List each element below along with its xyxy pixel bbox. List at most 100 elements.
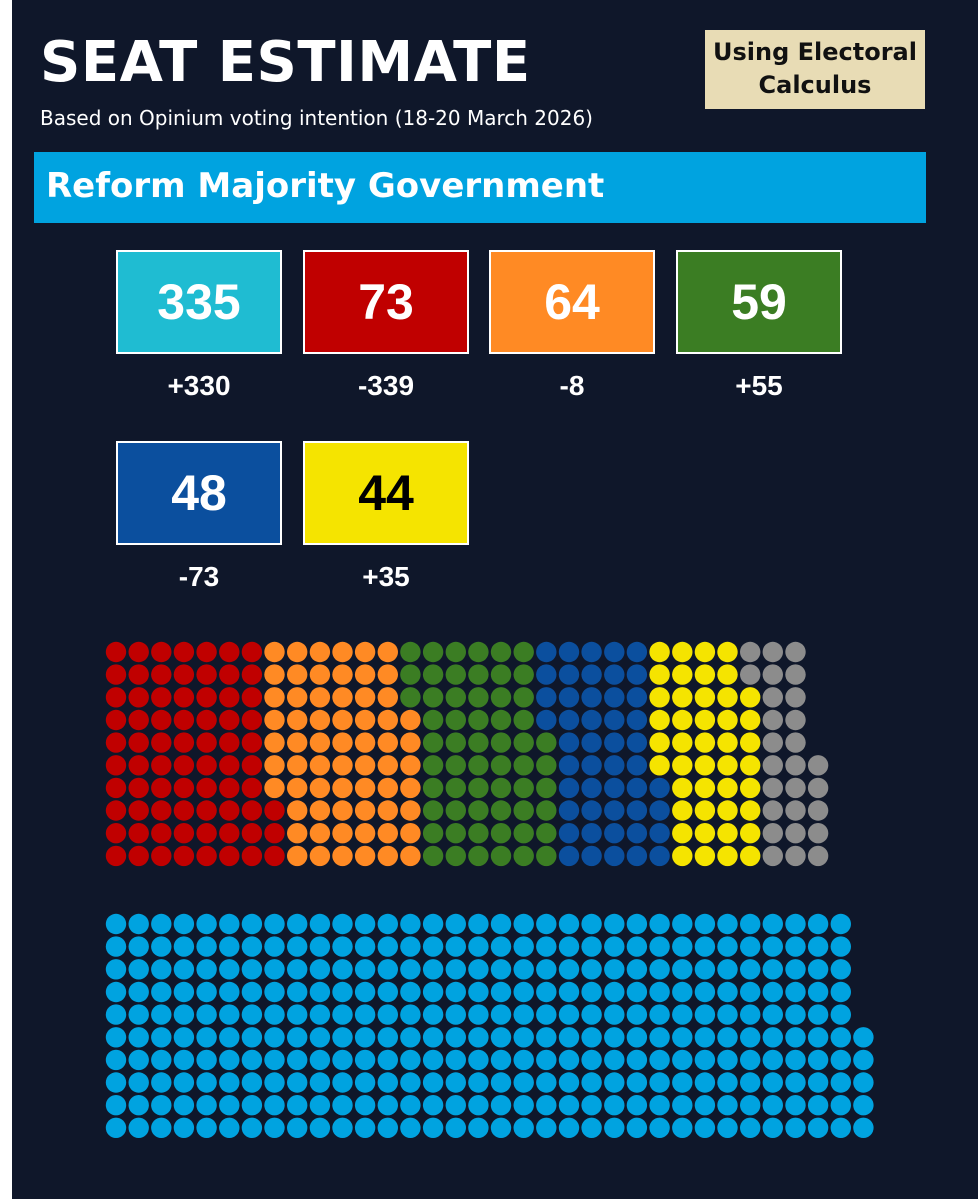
seat-dot-reform: [264, 981, 285, 1003]
seat-dot-reform: [694, 959, 716, 980]
seat-dot-reform: [762, 1117, 783, 1139]
seat-dot-reform: [830, 1072, 851, 1093]
seat-dot-reform: [241, 1095, 263, 1116]
seat-dot-green: [422, 687, 444, 708]
seat-dot-labour: [173, 823, 195, 844]
seat-dot-green: [490, 709, 512, 731]
seat-dot-labour: [128, 845, 149, 867]
seat-dot-reform: [717, 936, 738, 957]
seat-dot-reform: [332, 913, 353, 935]
seat-dot-reform: [807, 1049, 829, 1071]
seat-dot-labour: [151, 800, 172, 821]
seat-dot-reform: [400, 981, 421, 1003]
seat-dot-reform: [558, 1117, 580, 1139]
seat-dot-libdem: [309, 641, 331, 663]
seat-dot-labour: [128, 777, 149, 799]
seat-dot-conservative: [558, 687, 580, 708]
seat-dot-reform: [400, 1049, 421, 1071]
seat-dot-reform: [513, 936, 534, 957]
seat-dot-labour: [241, 641, 263, 663]
seat-dot-reform: [219, 936, 240, 957]
seat-dot-reform: [490, 1049, 512, 1071]
seat-dot-reform: [151, 959, 172, 980]
seat-dot-labour: [219, 687, 240, 708]
seat-dot-libdem: [377, 800, 398, 821]
seat-dot-snp: [649, 687, 670, 708]
seat-dot-conservative: [581, 664, 602, 685]
seat-dot-reform: [287, 1072, 308, 1093]
seat-dot-reform: [626, 1117, 648, 1139]
seat-dot-labour: [128, 800, 149, 821]
seat-dot-snp: [717, 777, 738, 799]
seat-dot-reform: [105, 1072, 127, 1093]
seat-dot-libdem: [287, 687, 308, 708]
seat-dot-reform: [649, 1049, 670, 1071]
seat-dot-libdem: [377, 732, 398, 753]
seat-dot-reform: [196, 1004, 217, 1025]
seat-dot-reform: [468, 959, 489, 980]
seat-dot-green: [468, 823, 489, 844]
seat-dot-other: [762, 709, 783, 731]
seat-dot-libdem: [377, 687, 398, 708]
seat-dot-other: [762, 845, 783, 867]
seat-dot-other: [807, 800, 829, 821]
seat-dot-conservative: [581, 777, 602, 799]
seat-dot-reform: [513, 1095, 534, 1116]
seat-dot-green: [468, 641, 489, 663]
seat-dot-reform: [173, 981, 195, 1003]
seat-dot-reform: [173, 1049, 195, 1071]
seat-dot-reform: [287, 959, 308, 980]
seat-dot-snp: [717, 709, 738, 731]
seat-dot-reform: [287, 1027, 308, 1048]
seat-dot-reform: [558, 981, 580, 1003]
seat-dot-reform: [264, 1049, 285, 1071]
source-badge-line2: Calculus: [758, 71, 872, 99]
seat-dot-conservative: [558, 845, 580, 867]
seat-dot-labour: [173, 709, 195, 731]
party-seats-labour: 73: [358, 274, 414, 330]
seat-dot-reform: [196, 1072, 217, 1093]
seat-dot-libdem: [332, 709, 353, 731]
seat-dot-green: [422, 755, 444, 776]
seat-dot-reform: [241, 1049, 263, 1071]
result-banner-text: Reform Majority Government: [46, 166, 605, 206]
party-seats-green: 59: [731, 274, 787, 330]
seat-dot-libdem: [332, 641, 353, 663]
seat-dot-reform: [264, 959, 285, 980]
seat-dot-reform: [604, 1027, 625, 1048]
seat-dot-green: [490, 755, 512, 776]
seat-dot-libdem: [309, 823, 331, 844]
seat-dot-reform: [173, 1117, 195, 1139]
seat-dot-other: [762, 664, 783, 685]
seat-dot-labour: [128, 687, 149, 708]
seat-dot-reform: [309, 1072, 331, 1093]
seat-dot-reform: [604, 1095, 625, 1116]
seat-dot-reform: [513, 1049, 534, 1071]
seat-dot-libdem: [332, 664, 353, 685]
seat-dot-libdem: [309, 845, 331, 867]
seat-dot-snp: [694, 664, 716, 685]
seat-dot-reform: [468, 913, 489, 935]
seat-dot-reform: [445, 1004, 466, 1025]
seat-dot-libdem: [354, 687, 376, 708]
seat-dot-libdem: [354, 777, 376, 799]
seat-dot-reform: [128, 959, 149, 980]
seat-dot-reform: [490, 959, 512, 980]
seat-dot-labour: [105, 755, 127, 776]
seat-dot-green: [468, 777, 489, 799]
seat-dot-labour: [196, 777, 217, 799]
seat-dot-reform: [762, 1049, 783, 1071]
seat-dot-libdem: [377, 755, 398, 776]
seat-dot-reform: [105, 1004, 127, 1025]
seat-dot-reform: [694, 1004, 716, 1025]
seat-dot-conservative: [604, 687, 625, 708]
seat-dot-libdem: [287, 777, 308, 799]
seat-dot-reform: [128, 913, 149, 935]
seat-dot-conservative: [626, 845, 648, 867]
seat-dot-conservative: [649, 823, 670, 844]
seat-dot-reform: [740, 936, 761, 957]
source-badge: Using Electoral Calculus: [705, 30, 925, 109]
seat-dot-reform: [354, 981, 376, 1003]
seat-dot-labour: [128, 732, 149, 753]
seat-dot-libdem: [377, 777, 398, 799]
